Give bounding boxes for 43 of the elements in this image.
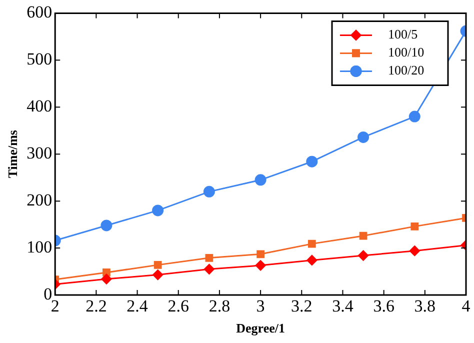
point xyxy=(255,260,266,271)
y-tick-label: 500 xyxy=(26,50,52,69)
point xyxy=(205,254,214,262)
point xyxy=(409,246,420,256)
y-tick-label: 100 xyxy=(26,238,52,256)
point xyxy=(152,270,164,280)
legend-label: 100/10 xyxy=(388,44,424,60)
y-tick-label: 400 xyxy=(26,96,52,116)
point xyxy=(410,222,419,230)
legend-label: 100/5 xyxy=(388,26,418,42)
y-tick-label: 300 xyxy=(26,144,52,163)
x-tick-label: 2.4 xyxy=(126,296,148,316)
x-tick-label: 2.6 xyxy=(168,296,189,316)
point xyxy=(152,204,164,216)
x-tick-label: 3.8 xyxy=(414,296,436,316)
point xyxy=(358,131,370,143)
point xyxy=(254,174,266,186)
point xyxy=(408,110,420,122)
x-tick-label: 3.6 xyxy=(373,296,394,316)
point xyxy=(154,261,162,269)
y-axis-title: Time/ms xyxy=(5,130,20,178)
x-tick-label: 2.2 xyxy=(86,296,107,316)
x-tick-label: 3 xyxy=(256,296,265,316)
point xyxy=(101,274,112,284)
legend-label: 100/20 xyxy=(388,62,424,78)
point xyxy=(306,254,318,266)
point xyxy=(306,156,318,168)
point xyxy=(100,220,112,232)
point xyxy=(203,186,215,198)
x-tick-label: 3.4 xyxy=(332,296,354,316)
point xyxy=(358,250,369,261)
y-tick-label: 600 xyxy=(26,2,52,22)
point xyxy=(308,240,316,248)
x-tick-label: 2.8 xyxy=(208,296,230,316)
y-tick-label: 0 xyxy=(44,284,52,304)
x-tick-label: 4 xyxy=(462,296,471,316)
point xyxy=(256,250,264,258)
x-tick-label: 3.2 xyxy=(291,296,312,316)
x-axis-title: Degree/1 xyxy=(236,320,285,336)
x-tick-label: 2 xyxy=(50,296,60,316)
point xyxy=(359,232,368,240)
y-tick-label: 200 xyxy=(26,190,52,210)
point xyxy=(204,264,214,274)
